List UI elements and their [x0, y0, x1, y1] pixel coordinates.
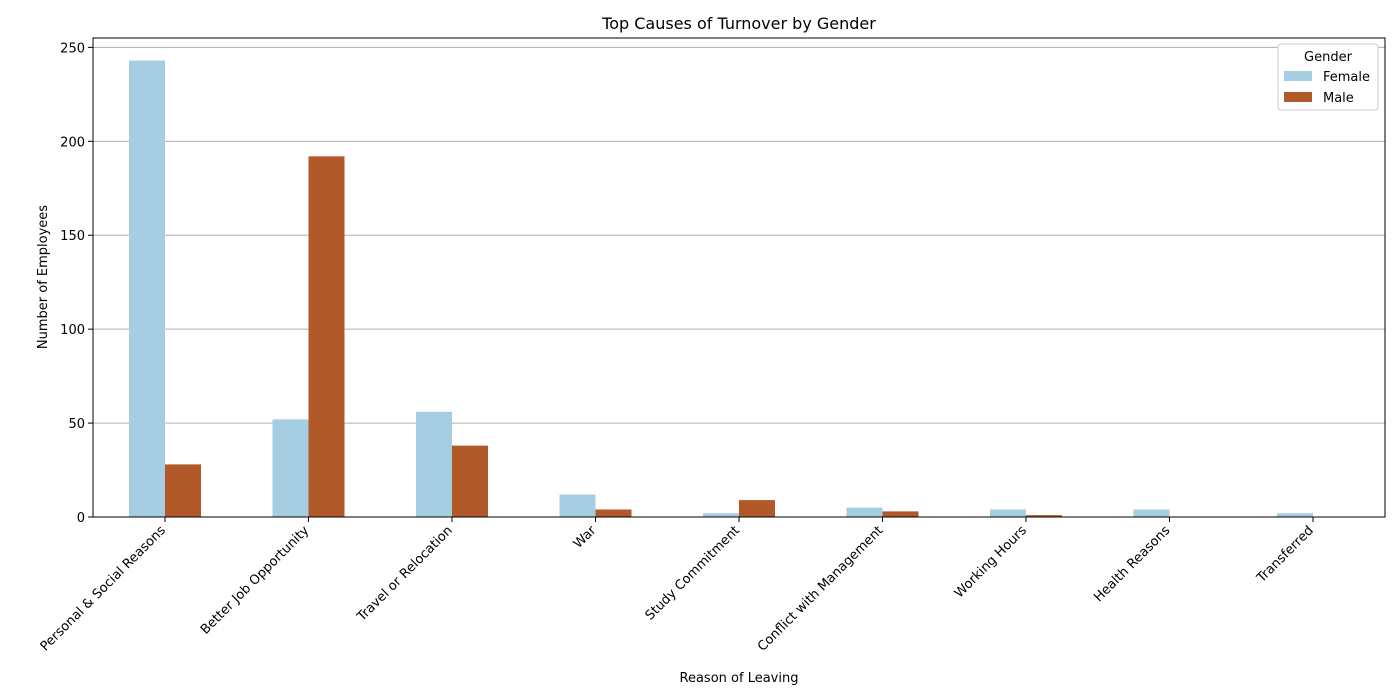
bar-female — [559, 494, 596, 517]
bar-male — [308, 156, 345, 517]
bar-male — [165, 464, 201, 517]
y-tick-label: 50 — [68, 417, 85, 432]
y-tick-labels: 0 50 100 150 200 250 — [60, 41, 93, 526]
x-tick-labels: Personal & Social Reasons Better Job Oppo… — [38, 517, 1317, 655]
x-tick-label: Working Hours — [952, 523, 1030, 601]
legend-swatch-female — [1284, 71, 1312, 81]
chart-title: Top Causes of Turnover by Gender — [601, 14, 876, 33]
bar-male — [1026, 515, 1062, 517]
gridlines — [93, 46, 1385, 424]
bars — [129, 60, 1313, 518]
x-tick-label: Transferred — [1254, 523, 1317, 586]
bar-female — [846, 507, 883, 517]
y-tick-label: 0 — [77, 511, 85, 526]
y-tick-label: 150 — [60, 229, 85, 244]
x-tick-label: Health Reasons — [1091, 523, 1173, 605]
y-tick-label: 250 — [60, 41, 85, 56]
bar-female — [1133, 509, 1170, 517]
bar-male — [595, 509, 632, 517]
bar-male — [739, 500, 775, 517]
bar-male — [882, 511, 919, 517]
bar-female — [1277, 513, 1313, 517]
bar-female — [990, 509, 1026, 517]
x-tick-label: War — [571, 523, 600, 552]
legend-swatch-male — [1284, 92, 1312, 102]
legend: Gender Female Male — [1277, 43, 1379, 111]
x-axis-label: Reason of Leaving — [680, 671, 799, 686]
bar-female — [703, 513, 739, 517]
bar-female — [129, 60, 165, 518]
x-tick-label: Personal & Social Reasons — [38, 523, 169, 654]
x-tick-label: Travel or Relocation — [354, 523, 456, 625]
legend-label-male: Male — [1323, 91, 1354, 106]
y-tick-label: 200 — [60, 135, 85, 150]
x-tick-label: Better Job Opportunity — [198, 523, 313, 638]
legend-title: Gender — [1304, 50, 1353, 65]
bar-female — [416, 411, 452, 517]
y-axis-label: Number of Employees — [36, 205, 51, 349]
y-tick-label: 100 — [60, 323, 85, 338]
bar-male — [452, 445, 488, 517]
x-tick-label: Conflict with Management — [755, 523, 886, 654]
legend-label-female: Female — [1323, 70, 1370, 85]
bar-female — [272, 419, 309, 517]
x-tick-label: Study Commitment — [643, 523, 743, 623]
